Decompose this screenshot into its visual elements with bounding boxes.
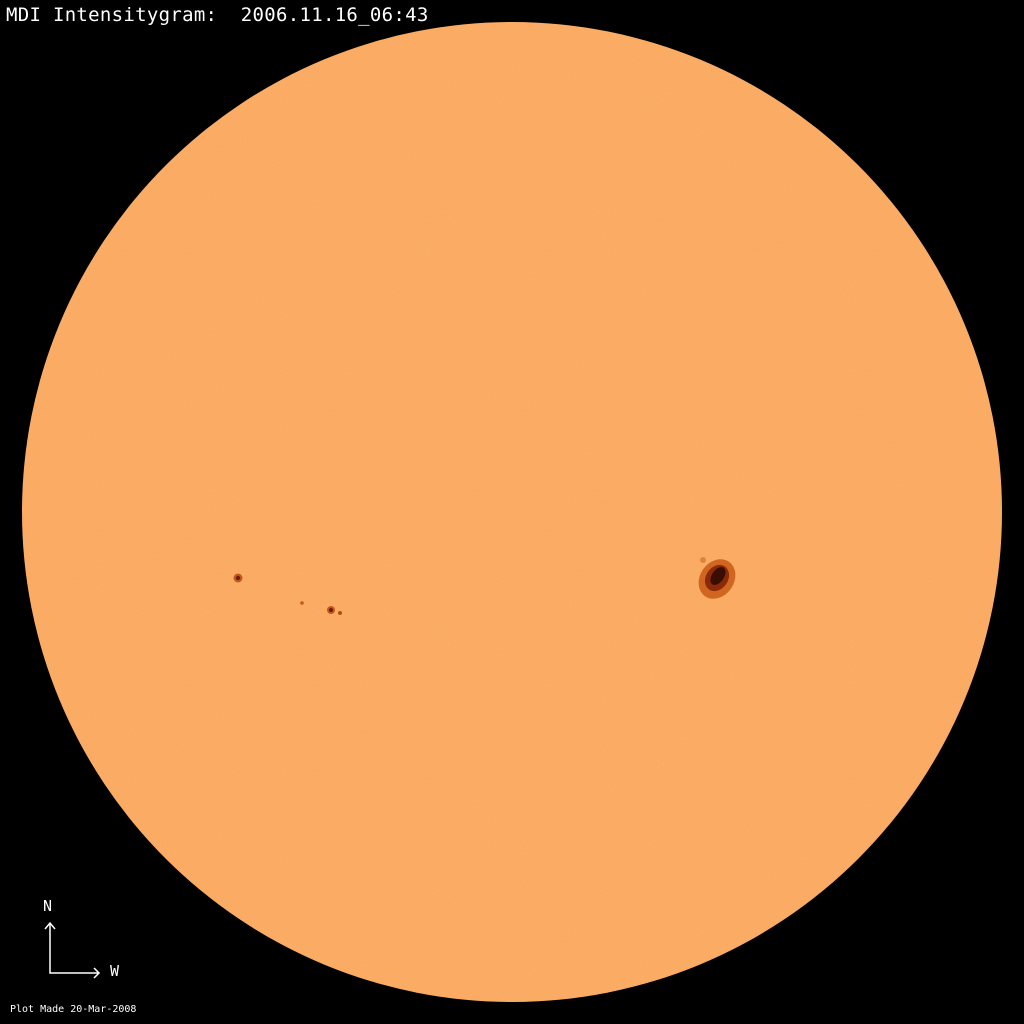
sunspot-group-small	[233, 573, 342, 615]
compass-arrows	[44, 921, 101, 979]
plot-made-footer: Plot Made 20-Mar-2008	[10, 1004, 137, 1015]
sunspot-large	[698, 557, 736, 599]
north-label: N	[43, 897, 53, 915]
west-label: W	[110, 962, 120, 980]
image-title: MDI Intensitygram: 2006.11.16_06:43	[6, 4, 429, 26]
